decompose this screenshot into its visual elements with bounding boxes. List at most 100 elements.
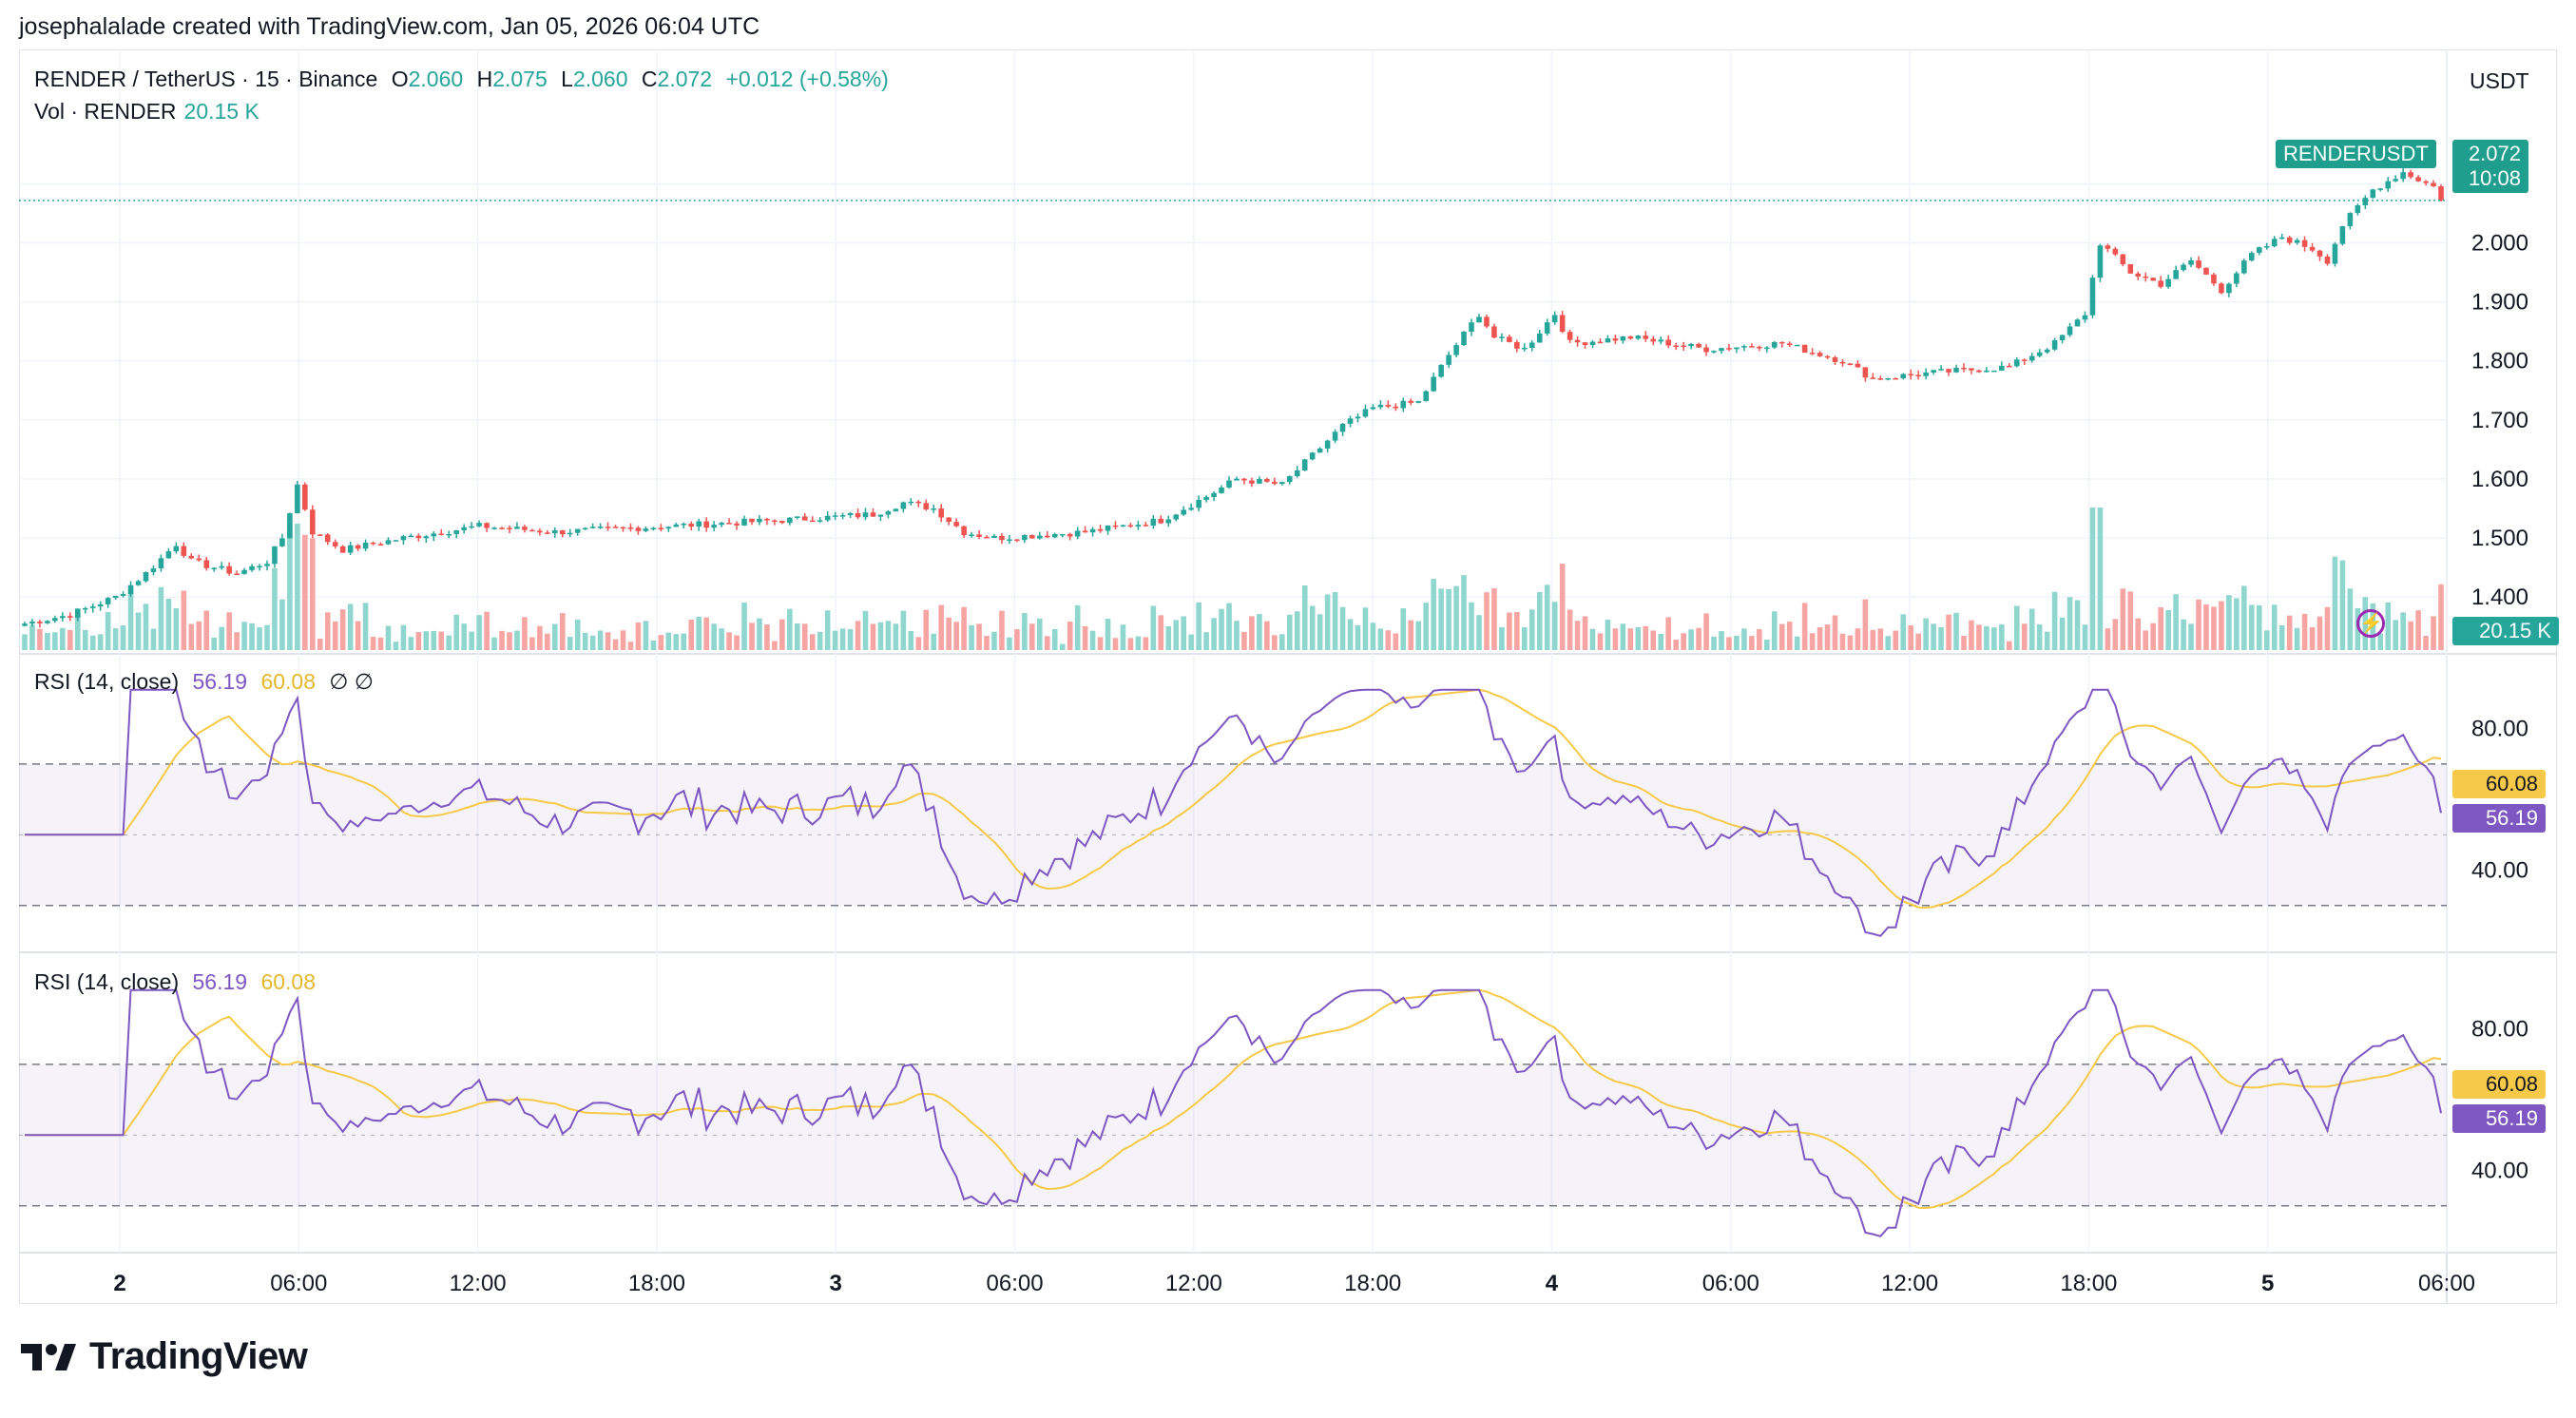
x-tick-label: 3	[830, 1271, 842, 1296]
candle-body	[1370, 407, 1376, 410]
volume-bar	[2059, 617, 2066, 650]
rsi-label-1[interactable]: RSI (14, close)	[34, 669, 180, 694]
candle-body	[1150, 518, 1157, 527]
volume-bar	[127, 590, 134, 650]
candle-body	[415, 535, 422, 539]
rsi-ma-value-1: 60.08	[260, 669, 317, 694]
volume-bar	[1181, 616, 1186, 650]
candle-body	[559, 530, 566, 535]
volume-bar	[112, 628, 119, 650]
volume-bar	[1839, 633, 1846, 650]
currency-label[interactable]: USDT	[2470, 68, 2529, 93]
candle-body	[665, 527, 672, 529]
symbol-price-tag: RENDERUSDT	[2276, 140, 2436, 168]
candle-body	[1196, 499, 1201, 508]
volume-bar	[362, 603, 369, 650]
candle-body	[839, 515, 846, 517]
volume-bar	[1272, 635, 1278, 650]
candle-body	[127, 584, 134, 595]
candle-body	[1339, 423, 1346, 432]
candle-body	[1688, 343, 1694, 347]
candle-body	[89, 606, 96, 608]
volume-bar	[801, 623, 808, 650]
volume-bar	[1423, 603, 1429, 650]
volume-bar	[188, 623, 195, 650]
volume-bar	[574, 619, 581, 650]
x-tick-label: 06:00	[2418, 1271, 2475, 1296]
volume-bar	[537, 625, 543, 650]
candle-body	[1469, 322, 1474, 332]
candle-body	[1794, 344, 1800, 347]
volume-bar	[60, 627, 66, 650]
volume-bar	[908, 630, 914, 650]
candle-body	[196, 558, 202, 561]
volume-bar	[2324, 606, 2331, 650]
volume-bar	[824, 610, 831, 650]
rsi-line	[25, 688, 2442, 937]
volume-bar	[605, 632, 611, 650]
rsi-tick-label: 80.00	[2471, 717, 2528, 742]
volume-bar	[900, 610, 907, 650]
price-tick-label: 1.900	[2471, 290, 2528, 316]
volume-bar	[2203, 604, 2209, 650]
candle-body	[272, 546, 278, 565]
rsi-label-2[interactable]: RSI (14, close)	[34, 969, 180, 994]
volume-bar	[1029, 623, 1035, 650]
volume-bar	[1794, 636, 1800, 650]
candle-body	[362, 542, 369, 549]
volume-bar	[1696, 627, 1701, 650]
candle-body	[2127, 264, 2134, 274]
volume-bar	[1007, 637, 1012, 650]
candle-body	[1635, 335, 1642, 339]
volume-bar	[453, 614, 459, 650]
candle-body	[545, 532, 550, 534]
volume-bar	[1801, 603, 1808, 650]
candle-body	[703, 521, 709, 528]
candle-body	[446, 533, 452, 536]
volume-bar	[1681, 633, 1686, 650]
volume-bar	[2188, 623, 2194, 650]
candle-body	[1507, 336, 1512, 342]
candle-body	[2347, 213, 2354, 227]
candle-body	[2112, 248, 2119, 255]
candle-body	[279, 538, 285, 546]
rsi-legend-2: RSI (14, close) 56.19 60.08	[34, 969, 323, 995]
volume-bar	[264, 624, 270, 650]
volume-bar	[2263, 630, 2270, 650]
candle-body	[726, 523, 732, 525]
tradingview-logo[interactable]: TradingView	[21, 1335, 308, 1378]
candle-body	[1143, 525, 1149, 527]
lightning-icon[interactable]: ⚡	[2356, 609, 2385, 638]
volume-bar	[211, 637, 217, 650]
volume-bar	[658, 635, 664, 650]
volume-bar	[2105, 628, 2111, 650]
volume-bar	[257, 627, 262, 650]
candle-body	[393, 540, 399, 542]
candle-body	[1097, 528, 1104, 531]
candle-body	[552, 530, 558, 534]
volume-bar	[52, 632, 58, 650]
candle-body	[522, 527, 528, 530]
candle-body	[2400, 172, 2406, 180]
candle-body	[1877, 378, 1884, 380]
volume-bar	[514, 630, 520, 650]
volume-bar	[2316, 616, 2323, 650]
volume-bar	[749, 623, 755, 650]
candle-body	[2059, 335, 2066, 340]
candle-body	[1953, 367, 1959, 373]
volume-bar	[703, 617, 709, 650]
volume-bar	[1961, 635, 1967, 650]
symbol-line[interactable]: RENDER / TetherUS · 15 · Binance	[34, 67, 378, 91]
candle-body	[1112, 525, 1119, 527]
candle-body	[2241, 260, 2247, 274]
rsi-ma-line	[25, 988, 2442, 1210]
volume-bar	[1953, 612, 1959, 650]
close-value: 2.072	[657, 67, 713, 91]
candle-body	[2181, 264, 2186, 271]
candle-body	[620, 527, 626, 529]
volume-bar	[499, 630, 505, 650]
volume-bar	[1741, 628, 1747, 650]
candle-body	[1158, 518, 1164, 524]
volume-bar	[1984, 625, 1990, 650]
